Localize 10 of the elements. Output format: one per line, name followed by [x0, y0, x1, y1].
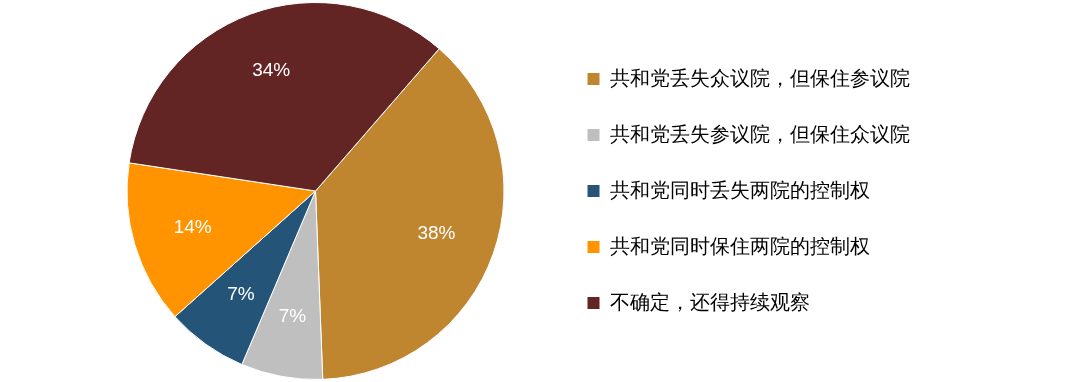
legend-label: 不确定，还得持续观察 [610, 290, 810, 313]
legend-label: 共和党丢失参议院，但保住众议院 [610, 122, 910, 145]
legend-label: 共和党同时保住两院的控制权 [610, 234, 870, 257]
data-label: 34% [252, 58, 291, 80]
legend-label: 共和党丢失众议院，但保住参议院 [610, 66, 910, 89]
data-label: 7% [227, 283, 255, 305]
legend-label: 共和党同时丢失两院的控制权 [610, 178, 870, 201]
data-label: 14% [173, 215, 212, 237]
data-label: 7% [278, 305, 307, 327]
data-label: 38% [417, 221, 456, 243]
